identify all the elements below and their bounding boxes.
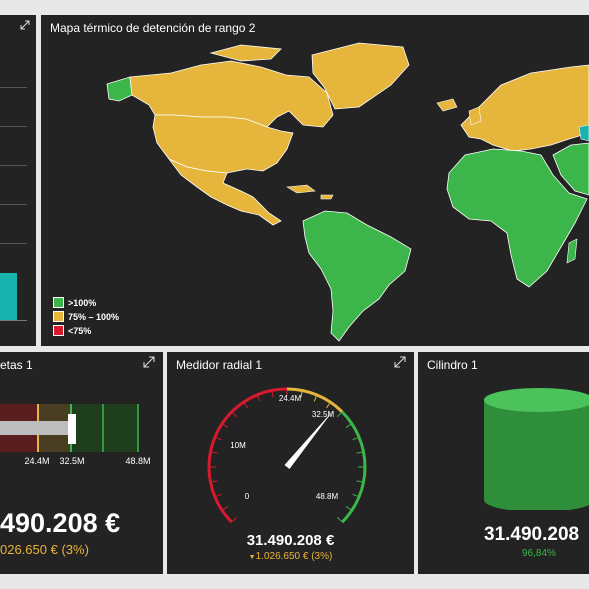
gauge-band-red	[207, 387, 288, 524]
bullet-value: 490.208 €	[0, 508, 121, 538]
gauge-needle	[284, 409, 334, 470]
gauge-value: 31.490.208 €	[246, 532, 335, 549]
map-region-caspian	[578, 124, 589, 142]
scale-label: 32.5M	[59, 456, 84, 466]
gauge-tick	[257, 395, 261, 402]
map-region-madagascar	[566, 238, 578, 264]
map-region-middle-east	[552, 142, 589, 196]
triangle-down-icon: ▼	[248, 554, 256, 561]
gauge-tick-label: 10M	[230, 441, 246, 450]
cylinder-body	[484, 400, 589, 500]
map-region-greenland	[311, 42, 410, 110]
legend-item: <75%	[53, 325, 119, 336]
teal-bar	[0, 273, 17, 320]
cylinder-panel: Cilindro 1 31.490.208 96,84%	[418, 352, 589, 574]
gridline	[0, 243, 27, 244]
legend-item: >100%	[53, 297, 119, 308]
bullet-delta: 026.650 € (3%)	[0, 542, 89, 557]
gauge-tick	[336, 412, 342, 418]
gauge-tick	[326, 402, 331, 409]
legend-swatch	[53, 297, 64, 308]
gauge-tick	[345, 506, 352, 511]
expand-icon[interactable]	[20, 20, 30, 30]
world-map[interactable]	[41, 15, 589, 346]
expand-icon[interactable]	[143, 356, 155, 368]
gauge-tick	[336, 516, 342, 522]
panel-title: Medidor radial 1	[176, 358, 263, 372]
map-region-south-america	[302, 210, 412, 342]
map-region-caribbean	[286, 184, 316, 194]
cylinder-value: 31.490.208	[484, 524, 580, 545]
map-region-africa	[446, 148, 588, 288]
legend-item: 75% – 100%	[53, 311, 119, 322]
cylinder-top	[484, 388, 589, 412]
value-bar	[0, 421, 70, 435]
radial-gauge: 0 10M 24.4M 32.5M 48.8M	[207, 387, 367, 524]
gauge-tick-label: 24.4M	[279, 394, 302, 403]
scale-label: 48.8M	[125, 456, 150, 466]
gauge-tick-label: 0	[245, 492, 250, 501]
legend-swatch	[53, 325, 64, 336]
legend-label: 75% – 100%	[68, 311, 120, 322]
bullet-panel: etas 1 24.4M 32.5M 48.8M 490.208 € 026.6…	[0, 352, 163, 574]
cylinder-gauge	[484, 388, 589, 510]
gauge-tick	[215, 493, 222, 497]
gauge-tick-label: 48.8M	[316, 492, 339, 501]
gauge-tick	[352, 493, 359, 497]
gridline	[0, 126, 27, 127]
legend-label: <75%	[68, 325, 92, 336]
gauge-tick	[222, 506, 229, 511]
gauge-band-gold	[286, 387, 344, 413]
gridline	[0, 204, 27, 205]
bar-chart-panel	[0, 15, 36, 346]
cylinder-bottom	[484, 488, 589, 510]
gauge-tick	[243, 402, 248, 409]
x-axis-line	[0, 320, 27, 321]
map-region-europe	[460, 64, 589, 152]
map-region-arctic-islands	[209, 44, 282, 62]
panel-title: Cilindro 1	[427, 358, 478, 372]
gauge-tick	[352, 437, 359, 441]
map-region-uk	[468, 106, 482, 126]
map-region-iceland	[436, 98, 458, 112]
scale-label: 24.4M	[24, 456, 49, 466]
gauge-tick	[313, 395, 317, 402]
gauge-band-green	[340, 410, 367, 524]
gridline	[0, 165, 27, 166]
panel-title: Mapa térmico de detención de rango 2	[50, 21, 256, 35]
gauge-tick	[211, 480, 218, 483]
legend-swatch	[53, 311, 64, 322]
gauge-tick	[300, 391, 303, 398]
gauge-panel: Medidor radial 1 0 10M 24.4M 32.5M 48.8M…	[167, 352, 414, 574]
gauge-tick	[356, 480, 363, 483]
gauge-tick	[356, 451, 363, 454]
range-green	[71, 404, 138, 452]
gauge-tick	[232, 516, 238, 522]
gauge-tick	[222, 423, 229, 428]
gauge-tick-label: 32.5M	[312, 410, 335, 419]
map-region-caribbean	[320, 194, 334, 200]
legend-label: >100%	[68, 297, 97, 308]
panel-title: etas 1	[0, 358, 33, 372]
gauge-tick	[271, 391, 274, 398]
gauge-delta-row: ▼1.026.650 € (3%)	[167, 551, 414, 562]
map-legend: >100% 75% – 100% <75%	[53, 294, 119, 336]
gauge-tick	[215, 437, 222, 441]
gauge-delta: 1.026.650 € (3%)	[255, 551, 333, 562]
target-marker	[68, 414, 76, 444]
cylinder-percent: 96,84%	[522, 548, 556, 559]
gauge-tick	[232, 412, 238, 418]
heatmap-panel: Mapa térmico de detención de rango 2	[41, 15, 589, 346]
map-region-alaska	[106, 76, 133, 102]
bullet-chart: 24.4M 32.5M 48.8M	[0, 404, 151, 466]
map-region-mexico	[167, 158, 282, 226]
gauge-tick	[345, 423, 352, 428]
expand-icon[interactable]	[394, 356, 406, 368]
gridline	[0, 87, 27, 88]
gauge-tick	[211, 451, 218, 454]
